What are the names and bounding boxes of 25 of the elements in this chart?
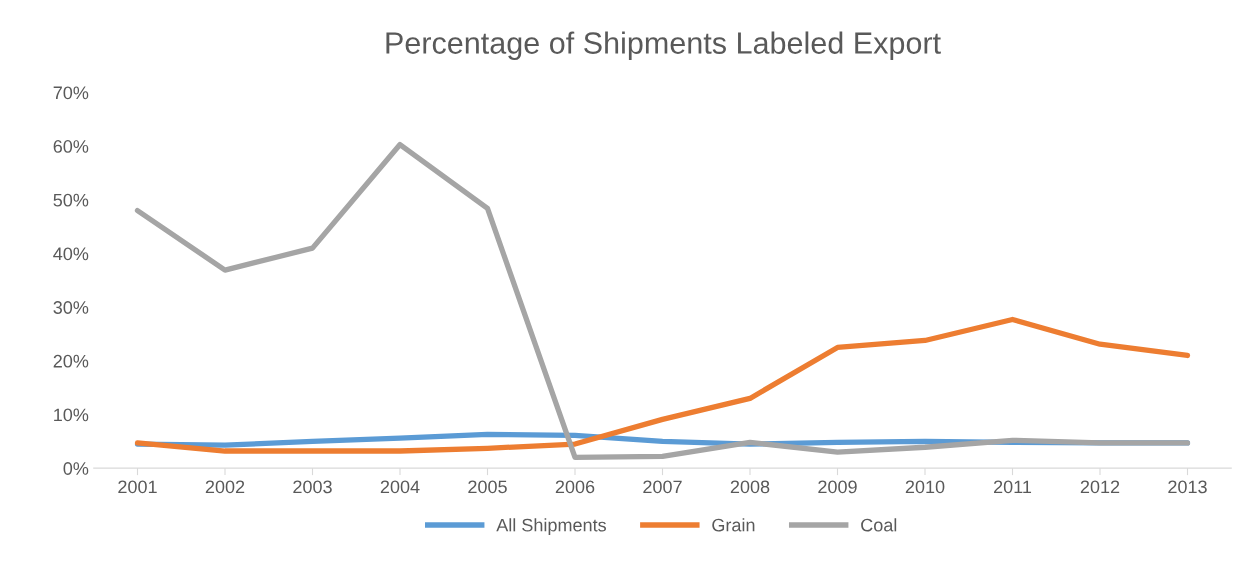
x-tick-label: 2007 (643, 480, 682, 494)
x-tick-label: 2005 (468, 480, 507, 494)
x-tick-label: 2001 (118, 480, 157, 494)
y-tick-label: 20% (53, 354, 89, 368)
y-tick-label: 10% (54, 408, 89, 422)
x-tick-label: 2012 (1080, 480, 1120, 494)
y-tick-label: 70% (53, 86, 89, 100)
x-tick-label: 2004 (380, 480, 420, 494)
y-tick-label: 50% (53, 193, 89, 207)
chart-title: Percentage of Shipments Labeled Export (386, 31, 941, 60)
x-tick-label: 2002 (205, 480, 245, 494)
y-tick-label: 60% (53, 140, 89, 153)
x-tick-label: 2003 (293, 480, 332, 494)
x-tick-label: 2013 (1168, 480, 1207, 494)
x-tick-label: 2008 (730, 480, 770, 494)
legend-label: Coal (861, 518, 897, 532)
legend-label: Grain (712, 518, 755, 532)
y-tick-label: 30% (53, 301, 89, 314)
y-tick-label: 40% (53, 247, 89, 261)
x-tick-label: 2010 (905, 480, 945, 494)
x-tick-label: 2006 (555, 480, 595, 494)
y-tick-label: 0% (63, 462, 89, 475)
x-tick-label: 2009 (818, 480, 857, 494)
x-tick-label: 2011 (993, 480, 1032, 494)
legend-label: All Shipments (496, 518, 606, 536)
